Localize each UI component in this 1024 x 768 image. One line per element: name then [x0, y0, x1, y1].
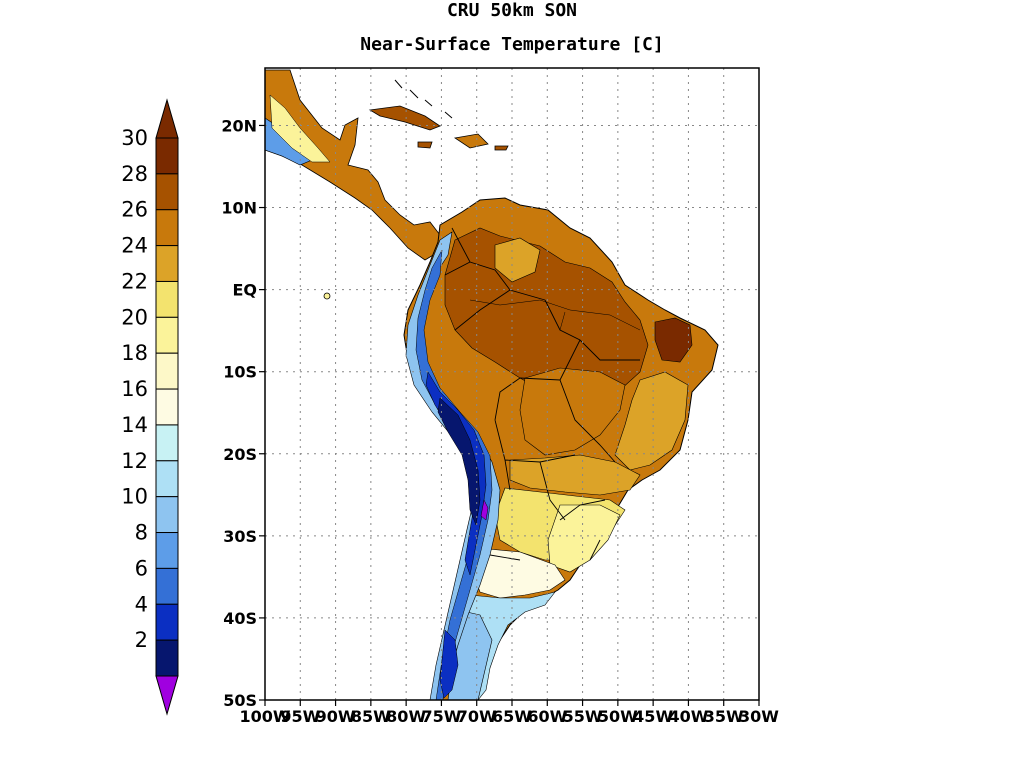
longitude-labels: 100W95W90W85W80W75W70W65W60W55W50W45W40W… — [239, 700, 779, 726]
island-cuba — [368, 105, 441, 131]
colorbar-band — [155, 388, 179, 426]
lat-label: 50S — [223, 691, 257, 710]
land-mexico-cool — [269, 94, 331, 163]
lon-label: 30W — [739, 707, 779, 726]
colorbar-label: 18 — [121, 341, 148, 365]
lat-label: 10S — [223, 363, 257, 382]
map-panel — [265, 69, 719, 700]
colorbar-band — [155, 316, 179, 354]
colorbar-label: 4 — [135, 592, 148, 616]
colorbar-label: 30 — [121, 126, 148, 150]
island-jamaica — [417, 141, 433, 149]
lon-label: 80W — [386, 707, 426, 726]
lat-label: 30S — [223, 527, 257, 546]
region-amazon-core — [444, 227, 649, 406]
region-south-brazil — [547, 504, 621, 573]
lon-label: 100W — [239, 707, 290, 726]
lon-label: 50W — [598, 707, 638, 726]
lon-label: 35W — [704, 707, 744, 726]
lat-label: 20S — [223, 445, 257, 464]
colorbar-label: 20 — [121, 305, 148, 329]
island-puerto-rico — [494, 145, 509, 151]
lat-label: EQ — [232, 281, 257, 300]
colorbar-label: 16 — [121, 377, 148, 401]
lon-label: 60W — [527, 707, 567, 726]
region-andes-south-peaks — [439, 629, 459, 699]
lat-label: 40S — [223, 609, 257, 628]
colorbar-label: 10 — [121, 485, 148, 509]
region-guiana — [494, 237, 541, 283]
country-borders — [444, 227, 640, 561]
lon-label: 55W — [563, 707, 603, 726]
colorbar-band — [155, 639, 179, 677]
colorbar-label: 12 — [121, 449, 148, 473]
colorbar-over-triangle — [155, 98, 179, 139]
island-hispaniola — [453, 133, 489, 149]
region-northeast-hot — [654, 317, 693, 363]
grid — [265, 68, 760, 700]
lon-label: 70W — [457, 707, 497, 726]
island-galapagos — [323, 292, 331, 300]
colorbar-band — [155, 280, 179, 318]
colorbar-band — [155, 137, 179, 175]
river-lines — [469, 299, 641, 331]
land-central-america — [265, 69, 453, 261]
colorbar-band — [155, 603, 179, 641]
lon-label: 40W — [668, 707, 708, 726]
region-east-brazil — [614, 371, 689, 471]
colorbar-label: 22 — [121, 269, 148, 293]
colorbar-band — [155, 567, 179, 605]
colorbar-label: 24 — [121, 234, 148, 258]
lon-label: 95W — [280, 707, 320, 726]
latitude-labels: 20N 10N EQ 10S 20S 30S 40S 50S — [221, 116, 265, 710]
colorbar-band — [155, 460, 179, 498]
lon-label: 85W — [351, 707, 391, 726]
lat-label: 10N — [221, 199, 257, 218]
colorbar-label: 26 — [121, 198, 148, 222]
colorbar-band — [155, 532, 179, 569]
colorbar-label: 8 — [135, 521, 148, 545]
lon-label: 45W — [633, 707, 673, 726]
colorbar-band — [155, 424, 179, 462]
lon-label: 90W — [316, 707, 356, 726]
lon-label: 75W — [421, 707, 461, 726]
region-andes-peak — [480, 499, 489, 521]
colorbar-label: 6 — [135, 556, 148, 580]
colorbar-label: 28 — [121, 162, 148, 186]
islands-bahamas — [394, 79, 453, 119]
colorbar-label: 2 — [135, 628, 148, 652]
colorbar-label: 14 — [121, 413, 148, 437]
colorbar-band — [155, 245, 179, 282]
colorbar-band — [155, 352, 179, 390]
colorbar-band — [155, 496, 179, 534]
title-line-1: CRU 50km SON — [446, 0, 578, 21]
colorbar: 30 28 26 24 22 20 18 16 14 12 10 8 6 4 2 — [121, 98, 179, 716]
title-line-2: Near-Surface Temperature [C] — [360, 34, 664, 55]
region-altiplano — [437, 397, 481, 526]
lon-label: 65W — [492, 707, 532, 726]
colorbar-band — [155, 173, 179, 211]
colorbar-under-triangle — [155, 675, 179, 716]
lat-label: 20N — [221, 116, 257, 135]
colorbar-band — [155, 209, 179, 247]
region-central-brazil — [519, 367, 626, 456]
